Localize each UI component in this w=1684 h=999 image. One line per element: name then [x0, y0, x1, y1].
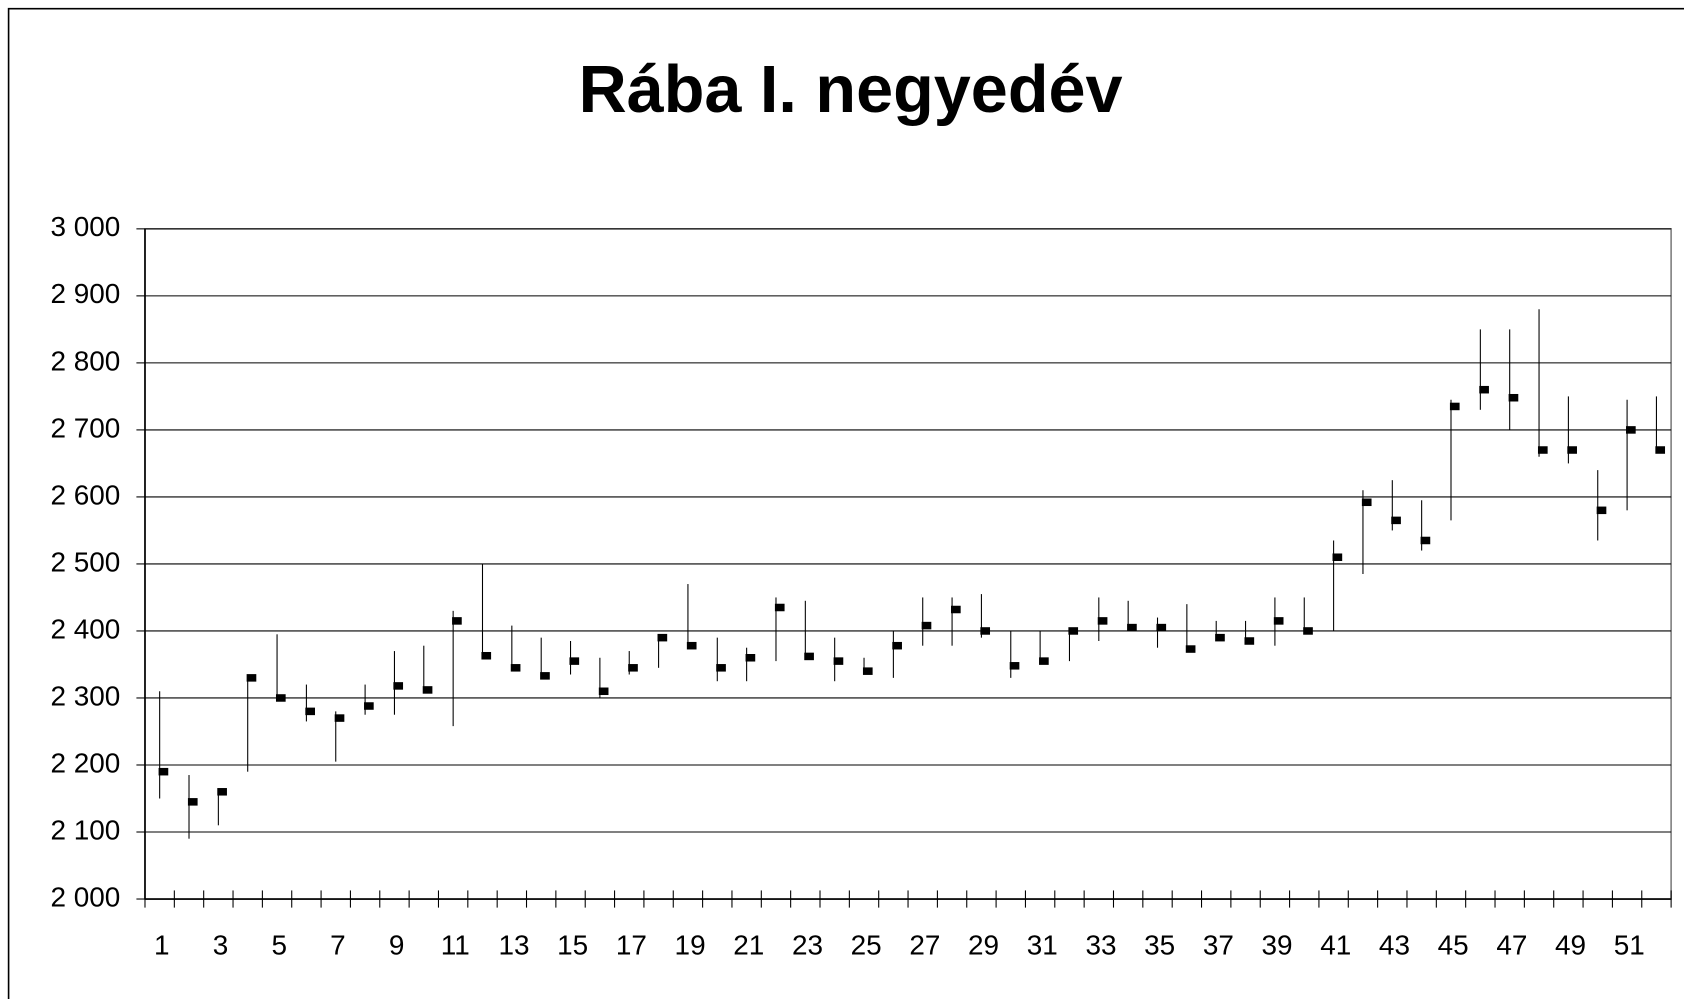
- x-tick-label: 39: [1262, 930, 1293, 961]
- x-tick-label: 43: [1379, 930, 1410, 961]
- x-tick-label: 31: [1027, 930, 1058, 961]
- close-mark: [1537, 446, 1548, 454]
- close-mark: [745, 654, 756, 662]
- close-mark: [187, 798, 198, 806]
- close-mark: [716, 664, 726, 672]
- close-mark: [774, 603, 785, 612]
- x-tick-label: 27: [909, 930, 940, 961]
- x-tick-label: 21: [733, 930, 764, 961]
- close-mark: [833, 657, 844, 665]
- close-mark: [246, 674, 257, 682]
- close-mark: [921, 621, 932, 630]
- x-tick-label: 29: [968, 930, 999, 961]
- close-mark: [1244, 637, 1255, 645]
- close-mark: [510, 664, 521, 672]
- chart-border: [7, 7, 1684, 999]
- close-mark: [1097, 617, 1108, 625]
- close-mark: [540, 672, 550, 680]
- y-tick-label: 2 400: [50, 613, 120, 644]
- chart-title: Rába I. negyedév: [579, 53, 1123, 127]
- close-mark: [1449, 402, 1460, 411]
- close-mark: [481, 651, 492, 660]
- x-tick-label: 17: [616, 930, 647, 961]
- close-mark: [1361, 498, 1372, 507]
- y-tick-label: 2 000: [50, 881, 120, 912]
- close-mark: [1596, 506, 1607, 515]
- close-mark: [158, 767, 169, 776]
- y-tick-label: 2 500: [50, 546, 120, 577]
- close-mark: [1420, 536, 1431, 545]
- close-mark: [334, 714, 345, 722]
- y-tick-label: 2 900: [50, 278, 120, 309]
- y-tick-label: 2 600: [50, 479, 120, 510]
- close-mark: [804, 652, 814, 661]
- x-tick-label: 15: [557, 930, 588, 961]
- close-mark: [393, 682, 404, 690]
- close-mark: [452, 617, 462, 625]
- close-mark: [217, 788, 227, 796]
- close-mark: [364, 702, 374, 710]
- close-mark: [628, 664, 638, 672]
- close-mark: [862, 667, 873, 675]
- x-tick-label: 51: [1614, 930, 1645, 961]
- close-mark: [1626, 426, 1636, 434]
- x-tick-label: 45: [1438, 930, 1469, 961]
- x-tick-label: 7: [330, 930, 346, 961]
- y-tick-label: 2 100: [50, 814, 120, 845]
- close-mark: [1185, 645, 1196, 653]
- close-mark: [598, 687, 609, 696]
- close-mark: [275, 694, 286, 702]
- x-tick-label: 13: [498, 930, 529, 961]
- close-mark: [950, 605, 961, 614]
- y-tick-label: 2 800: [50, 345, 120, 376]
- close-mark: [1508, 393, 1519, 402]
- close-mark: [892, 641, 902, 650]
- close-mark: [1156, 623, 1167, 632]
- close-mark: [1479, 385, 1489, 394]
- close-mark: [569, 657, 580, 665]
- x-tick-label: 5: [271, 930, 287, 961]
- close-mark: [686, 641, 697, 650]
- x-tick-label: 49: [1555, 930, 1586, 961]
- y-tick-label: 3 000: [50, 211, 120, 242]
- close-mark: [980, 627, 991, 635]
- close-mark: [1039, 657, 1049, 665]
- close-mark: [1303, 627, 1313, 635]
- x-tick-label: 9: [389, 930, 405, 961]
- close-mark: [1068, 627, 1079, 635]
- x-tick-label: 11: [441, 930, 470, 961]
- close-mark: [1215, 633, 1225, 642]
- close-mark: [1391, 516, 1401, 525]
- x-tick-label: 25: [851, 930, 882, 961]
- close-mark: [422, 686, 433, 694]
- x-tick-label: 3: [213, 930, 229, 961]
- x-tick-label: 19: [675, 930, 706, 961]
- close-mark: [1655, 446, 1666, 454]
- close-mark: [657, 633, 668, 642]
- x-tick-label: 37: [1203, 930, 1234, 961]
- y-tick-label: 2 200: [50, 747, 120, 778]
- close-mark: [1273, 617, 1284, 625]
- x-tick-label: 33: [1085, 930, 1116, 961]
- y-tick-label: 2 300: [50, 680, 120, 711]
- x-tick-label: 47: [1496, 930, 1527, 961]
- close-mark: [1567, 446, 1577, 454]
- x-tick-label: 23: [792, 930, 823, 961]
- y-tick-label: 2 700: [50, 412, 120, 443]
- close-mark: [1127, 623, 1137, 632]
- x-tick-label: 1: [154, 930, 170, 961]
- x-tick-label: 35: [1144, 930, 1175, 961]
- close-mark: [1009, 662, 1020, 670]
- close-mark: [305, 707, 315, 716]
- close-mark: [1332, 553, 1343, 561]
- x-tick-label: 41: [1320, 930, 1351, 961]
